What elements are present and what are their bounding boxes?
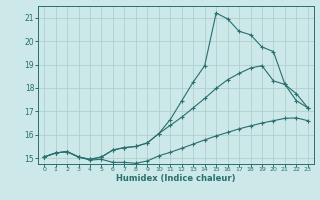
X-axis label: Humidex (Indice chaleur): Humidex (Indice chaleur) <box>116 174 236 183</box>
